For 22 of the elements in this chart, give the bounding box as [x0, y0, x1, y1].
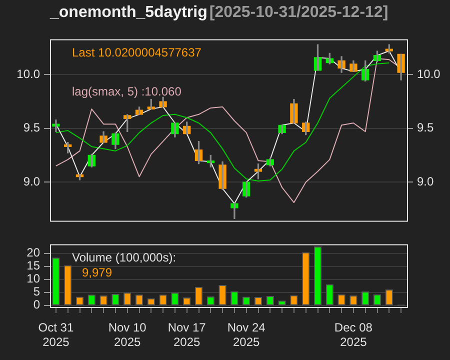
x-tick-label: Nov 10 2025 — [108, 320, 147, 349]
y2-tick-label: 10.0 — [417, 66, 441, 81]
y-tick-label: 20 — [26, 246, 40, 260]
y2-tick-label: 9.0 — [417, 174, 434, 188]
annotation: Last 10.0200004577637 — [72, 46, 202, 60]
y2-tick-label: 9.5 — [417, 120, 434, 135]
x-tick-label: Nov 17 2025 — [168, 320, 206, 349]
y-tick-label: 15 — [26, 258, 40, 273]
annotation: lag(smax, 5) :10.060 — [72, 84, 182, 99]
x-tick-label: Oct 31 2025 — [38, 320, 74, 349]
y-tick-label: 5 — [33, 284, 40, 299]
y-tick-label: 10.0 — [16, 66, 40, 81]
y-tick-label: 9.0 — [23, 174, 40, 188]
x-tick-label: Dec 08 2025 — [334, 320, 373, 349]
annotation: Volume (100,000s): — [72, 250, 176, 265]
x-tick-label: Nov 24 2025 — [227, 320, 266, 349]
chart-subtitle: [2025-10-31/2025-12-12] — [209, 4, 388, 21]
y-tick-label: 9.5 — [23, 120, 40, 135]
y-tick-label: 10 — [26, 272, 40, 286]
y-tick-label: 0 — [33, 298, 40, 312]
chart-title: _onemonth_5daytrig — [50, 4, 208, 21]
annotation: 9,979 — [82, 266, 112, 280]
